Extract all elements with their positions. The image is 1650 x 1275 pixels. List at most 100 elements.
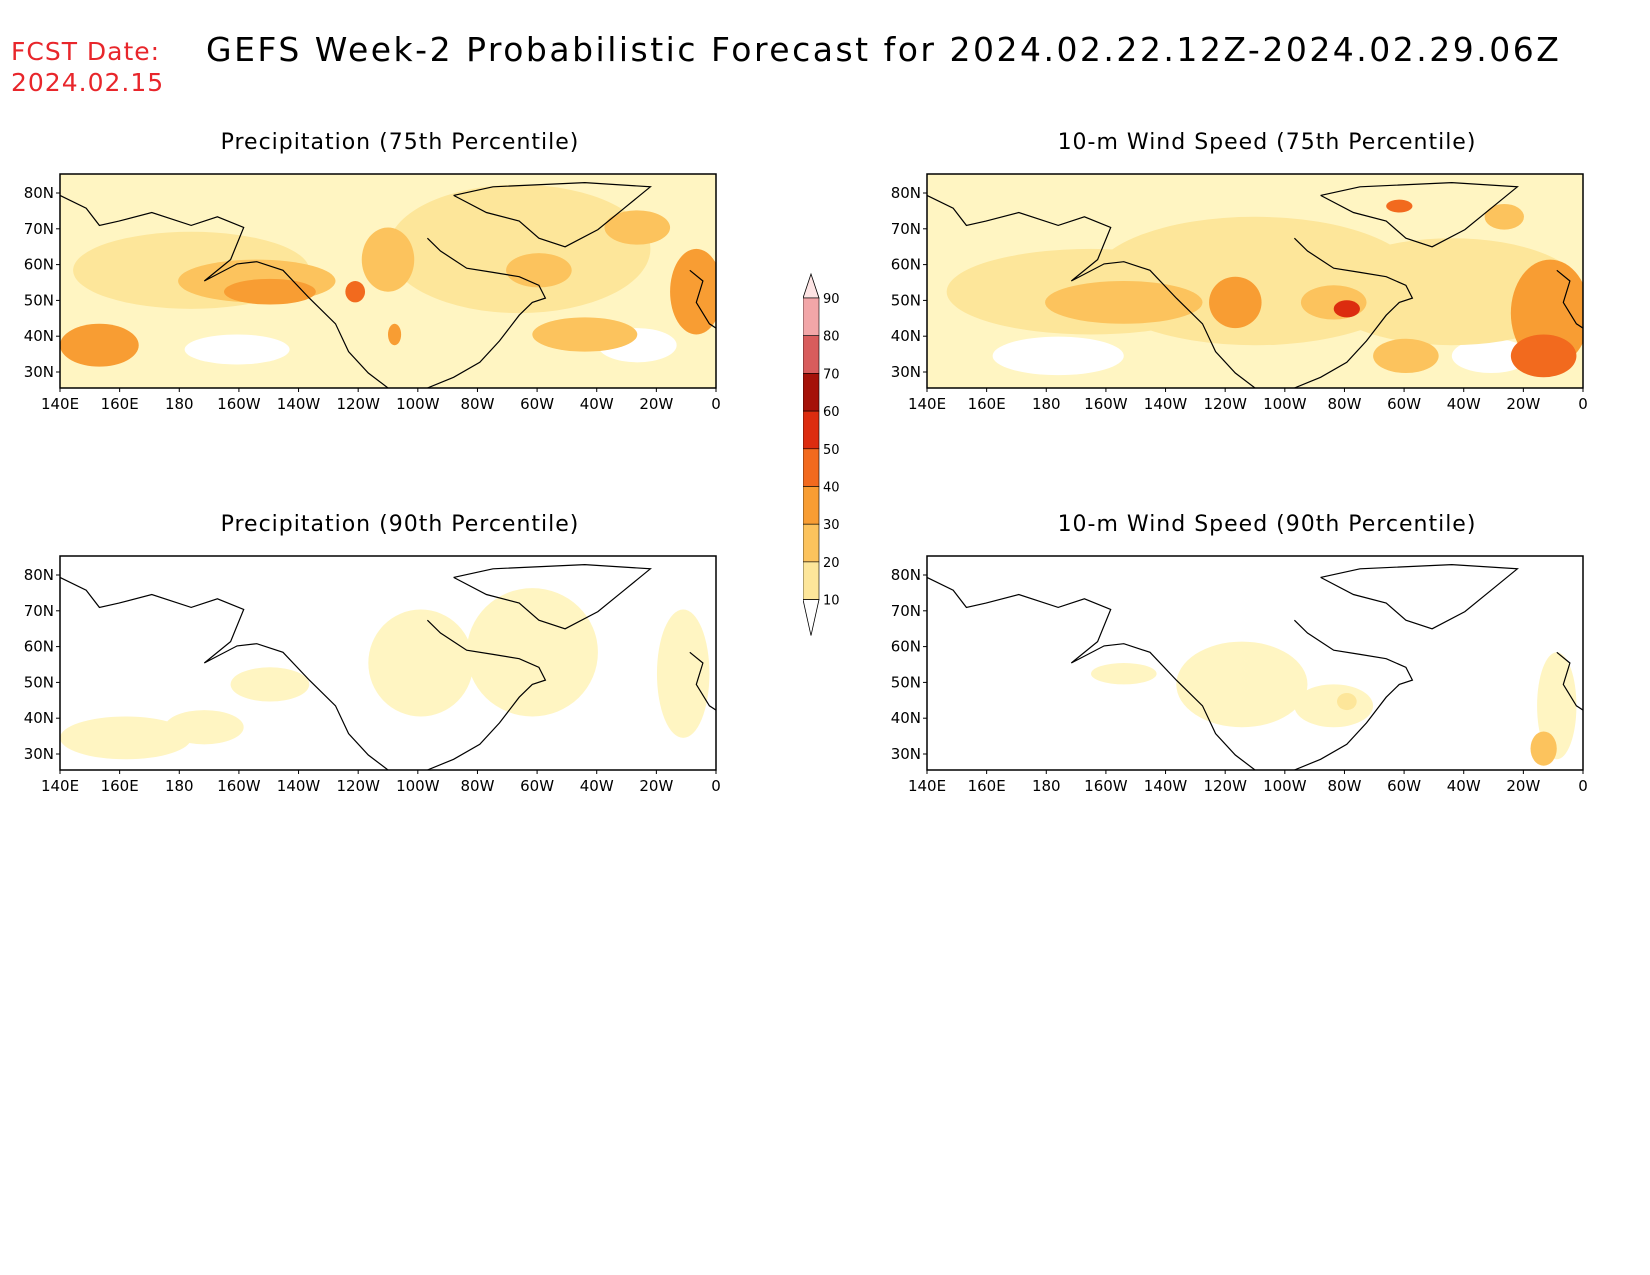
lon-tick-label: 160W: [217, 395, 261, 413]
lon-tick-label: 80W: [460, 777, 494, 795]
lon-tick-label: 180: [165, 777, 194, 795]
lon-tick-label: 140W: [277, 777, 321, 795]
colorbar-label: 10: [823, 594, 840, 609]
colorbar-segment: [803, 523, 820, 563]
colorbar: 90 80 70 60 50 40 30 20 10: [803, 272, 840, 636]
contour-region: [1333, 300, 1360, 318]
lon-tick-label: 160E: [101, 395, 139, 413]
lat-tick-label: 60N: [24, 638, 54, 656]
fcst-date-value: 2024.02.15: [11, 68, 165, 97]
lon-tick-label: 0: [711, 395, 721, 413]
contour-region: [1209, 276, 1262, 329]
low-prob-area: [992, 336, 1124, 376]
coastline: [453, 181, 652, 248]
lon-tick-label: 20W: [1506, 395, 1540, 413]
lon-tick-label: 160E: [968, 395, 1006, 413]
colorbar-top-triangle: [803, 272, 820, 299]
lat-tick-label: 50N: [24, 291, 54, 309]
coastline: [689, 651, 716, 711]
coastline: [426, 619, 547, 770]
lat-tick-label: 80N: [24, 566, 54, 584]
map-frame: [59, 555, 717, 771]
lon-tick-label: 140W: [1144, 395, 1188, 413]
lon-tick-label: 160W: [1084, 777, 1128, 795]
lat-tick-label: 30N: [24, 745, 54, 763]
panel-title: Precipitation (75th Percentile): [220, 130, 580, 155]
contour-field: [927, 556, 1583, 770]
contour-region: [466, 588, 598, 717]
low-prob-area: [1451, 338, 1531, 374]
map-frame: [926, 555, 1584, 771]
coastline: [689, 269, 716, 329]
contour-region: [1176, 641, 1308, 728]
lon-tick-label: 160W: [1084, 395, 1128, 413]
contour-region: [1386, 199, 1413, 213]
lat-tick-label: 80N: [24, 184, 54, 202]
map-wind-75: 80N 70N 60N 50N 40N 30N 140E 160E 180 160W 140W 120…: [891, 173, 1588, 413]
lon-tick-label: 60W: [1387, 777, 1421, 795]
lon-tick-label: 140E: [41, 777, 79, 795]
contour-region: [388, 184, 651, 314]
contour-region: [230, 667, 310, 702]
lon-tick-label: 140E: [908, 395, 946, 413]
colorbar-segment: [803, 410, 820, 450]
contour-region: [1294, 684, 1374, 728]
fcst-date-block: FCST Date: 2024.02.15: [11, 36, 164, 98]
contour-region: [506, 253, 572, 288]
lon-tick-label: 180: [165, 395, 194, 413]
lon-tick-label: 140E: [41, 395, 79, 413]
lat-tick-label: 40N: [891, 709, 921, 727]
coastline: [60, 576, 389, 770]
lon-tick-label: 60W: [520, 395, 554, 413]
lon-tick-label: 160E: [101, 777, 139, 795]
colorbar-label: 80: [823, 330, 840, 345]
colorbar-label: 90: [823, 292, 840, 307]
contour-region: [368, 609, 474, 717]
lon-tick-label: 140E: [908, 777, 946, 795]
colorbar-segment: [803, 448, 820, 487]
contour-field: [60, 556, 716, 770]
contour-field: [927, 174, 1583, 388]
lon-tick-label: 80W: [1327, 777, 1361, 795]
lon-tick-label: 40W: [580, 395, 614, 413]
lat-tick-label: 50N: [891, 291, 921, 309]
lat-tick-label: 80N: [891, 566, 921, 584]
colorbar-label: 70: [823, 367, 840, 382]
colorbar-label: 50: [823, 443, 840, 458]
contour-region: [1337, 692, 1357, 711]
lat-tick-label: 60N: [24, 256, 54, 274]
lat-tick-label: 80N: [891, 184, 921, 202]
low-prob-area: [184, 334, 290, 365]
panel-title: 10-m Wind Speed (75th Percentile): [1057, 130, 1477, 155]
colorbar-label: 30: [823, 518, 840, 533]
lon-tick-label: 40W: [1447, 777, 1481, 795]
lon-tick-label: 160W: [217, 777, 261, 795]
panel-wind-75: 10-m Wind Speed (75th Percentile) 80N 70N…: [887, 130, 1647, 430]
contour-region: [1484, 203, 1524, 230]
map-frame: [59, 173, 717, 389]
lat-tick-label: 40N: [891, 327, 921, 345]
lon-tick-label: 40W: [1447, 395, 1481, 413]
colorbar-segment: [803, 297, 820, 337]
lon-tick-label: 180: [1032, 395, 1061, 413]
coastline: [426, 237, 547, 388]
colorbar-label: 40: [823, 481, 840, 496]
panel-wind-90: 10-m Wind Speed (90th Percentile) 80N 70N…: [887, 512, 1647, 812]
lon-tick-label: 140W: [277, 395, 321, 413]
lat-tick-label: 50N: [24, 673, 54, 691]
colorbar-label: 60: [823, 405, 840, 420]
lat-tick-label: 30N: [891, 745, 921, 763]
map-precip-75: 80N 70N 60N 50N 40N 30N 140E 160E 180 160W 140W 120…: [24, 173, 721, 413]
fcst-date-label: FCST Date:: [11, 37, 161, 66]
map-wind-90: 80N 70N 60N 50N 40N 30N 140E 160E 180 160W 140W 120…: [891, 555, 1588, 795]
lat-tick-label: 70N: [24, 602, 54, 620]
lon-tick-label: 60W: [1387, 395, 1421, 413]
contour-region: [1373, 338, 1439, 374]
lon-tick-label: 100W: [396, 777, 440, 795]
panel-title: Precipitation (90th Percentile): [220, 512, 580, 537]
colorbar-bottom-triangle: [803, 599, 820, 636]
colorbar-segment: [803, 335, 820, 374]
colorbar-label: 20: [823, 556, 840, 571]
contour-region: [345, 281, 366, 303]
colorbar-segment: [803, 486, 820, 525]
